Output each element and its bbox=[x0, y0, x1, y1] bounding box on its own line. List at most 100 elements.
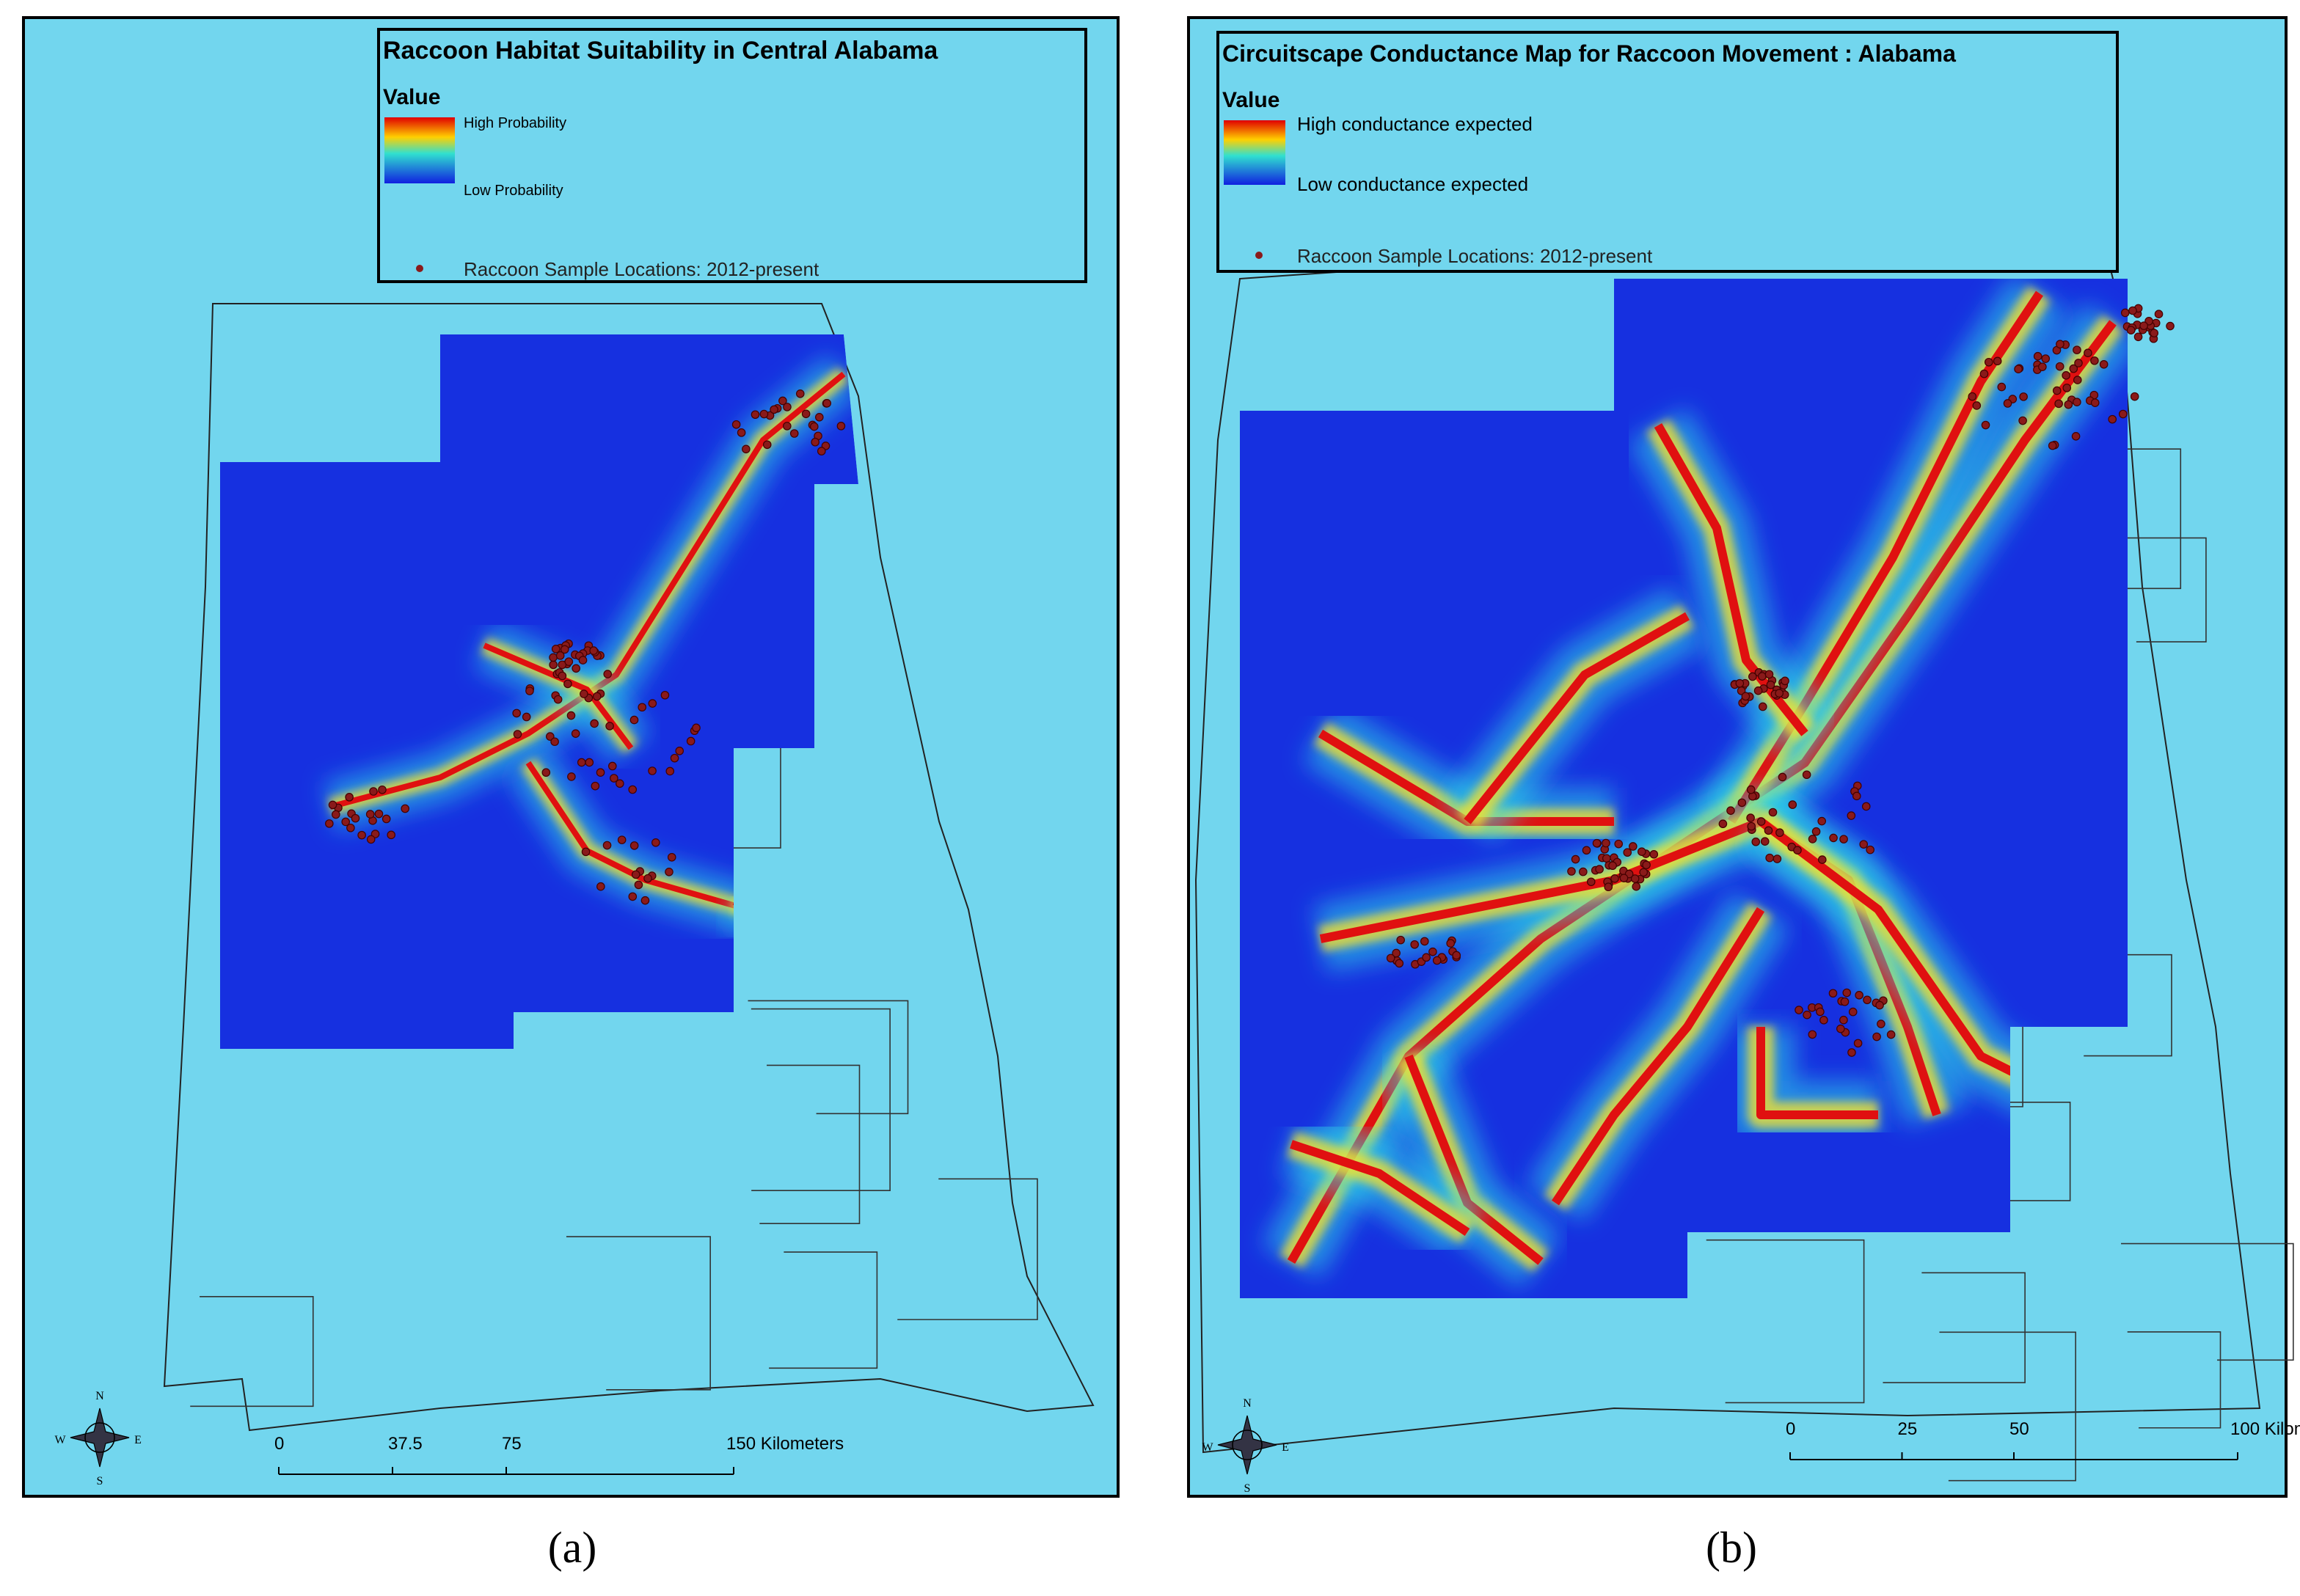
sample-location bbox=[1817, 816, 1827, 826]
sample-location bbox=[1793, 846, 1802, 855]
sample-location bbox=[2055, 362, 2064, 371]
sample-location bbox=[553, 695, 563, 704]
county-boundary bbox=[2054, 537, 2207, 643]
sample-location bbox=[628, 892, 638, 901]
legend: Circuitscape Conductance Map for Raccoon… bbox=[1216, 31, 2119, 273]
sample-location bbox=[822, 398, 832, 408]
sample-location bbox=[374, 809, 384, 819]
sample-location bbox=[1981, 420, 1990, 430]
sample-location bbox=[634, 880, 643, 890]
sample-location bbox=[1803, 1010, 1811, 1020]
county-boundary bbox=[751, 1008, 891, 1192]
sample-location bbox=[817, 447, 826, 455]
legend-title: Circuitscape Conductance Map for Raccoon… bbox=[1222, 40, 1956, 67]
sample-location bbox=[1861, 802, 1871, 811]
sample-location bbox=[549, 653, 558, 662]
sample-location bbox=[1859, 840, 1869, 849]
compass-label: N bbox=[95, 1390, 104, 1402]
legend-points: Raccoon Sample Locations: 2012-present bbox=[464, 258, 819, 280]
sample-location bbox=[1567, 867, 1576, 876]
sample-location bbox=[1875, 1000, 1884, 1010]
compass-label: W bbox=[54, 1434, 66, 1446]
sample-location bbox=[1775, 689, 1784, 698]
sample-location bbox=[1766, 680, 1775, 689]
sample-location bbox=[638, 703, 647, 712]
sample-location bbox=[1595, 865, 1604, 874]
sample-location bbox=[365, 810, 375, 819]
sample-location bbox=[742, 444, 751, 454]
sample-location bbox=[1751, 837, 1761, 846]
legend-ramp bbox=[1224, 120, 1285, 185]
sample-location bbox=[589, 646, 598, 655]
sample-location bbox=[1746, 785, 1756, 794]
sample-location bbox=[2052, 386, 2062, 395]
sample-location bbox=[667, 852, 676, 862]
sample-location bbox=[2048, 441, 2057, 450]
legend-high: High Probability bbox=[464, 115, 566, 131]
sample-location bbox=[1972, 401, 1982, 410]
sample-location bbox=[566, 711, 576, 720]
sample-location bbox=[1410, 940, 1419, 949]
sample-location bbox=[381, 814, 391, 824]
sample-location bbox=[1571, 854, 1580, 864]
sample-location bbox=[2056, 340, 2064, 349]
sample-location bbox=[783, 403, 792, 411]
sample-location bbox=[567, 772, 576, 781]
sample-location bbox=[564, 657, 574, 666]
compass-ring bbox=[84, 1422, 115, 1453]
sample-location bbox=[2073, 345, 2081, 354]
sample-location bbox=[1758, 702, 1767, 711]
sample-location bbox=[617, 835, 627, 844]
sample-location bbox=[2126, 326, 2136, 335]
sample-location bbox=[1602, 854, 1611, 863]
sample-location bbox=[675, 746, 684, 755]
compass-label: E bbox=[1282, 1441, 1289, 1454]
sample-location bbox=[2130, 392, 2139, 401]
sample-location bbox=[1819, 1016, 1828, 1025]
sample-location bbox=[2062, 384, 2072, 392]
scale-label: 50 bbox=[2009, 1419, 2029, 1439]
sample-location bbox=[811, 437, 819, 447]
sample-location bbox=[525, 687, 534, 695]
county-boundary bbox=[2127, 1331, 2221, 1429]
sample-location bbox=[616, 779, 624, 788]
sample-location bbox=[1592, 838, 1602, 848]
sample-location bbox=[357, 830, 366, 840]
sample-location bbox=[1629, 842, 1638, 851]
sample-location bbox=[1637, 847, 1646, 857]
compass-ring bbox=[1232, 1430, 1263, 1460]
sample-location bbox=[2074, 359, 2083, 367]
sample-location bbox=[522, 712, 531, 722]
sample-location bbox=[580, 689, 588, 698]
sample-location bbox=[801, 409, 811, 419]
sample-location bbox=[1877, 1020, 1885, 1028]
sample-location bbox=[1828, 989, 1838, 998]
county-boundary bbox=[1939, 1331, 2076, 1482]
scale-label: 150 Kilometers bbox=[726, 1434, 844, 1454]
sample-location bbox=[1997, 382, 2007, 392]
legend-points: Raccoon Sample Locations: 2012-present bbox=[1297, 245, 1653, 267]
sample-location bbox=[1614, 839, 1624, 849]
sample-location bbox=[605, 722, 614, 731]
core-red bbox=[329, 371, 846, 810]
sample-location bbox=[789, 429, 799, 438]
sample-location bbox=[1639, 868, 1649, 877]
sample-location bbox=[1432, 956, 1442, 965]
sample-location bbox=[1968, 392, 1977, 401]
sample-location bbox=[585, 758, 594, 767]
sample-location bbox=[607, 761, 617, 771]
core-red bbox=[1464, 612, 1690, 824]
sample-location bbox=[555, 651, 565, 660]
sample-location bbox=[1764, 670, 1774, 679]
sample-location bbox=[809, 422, 819, 431]
sample-location bbox=[648, 699, 657, 708]
sample-location bbox=[2128, 306, 2137, 315]
sample-location bbox=[1765, 853, 1774, 863]
sample-location bbox=[1852, 791, 1861, 801]
sample-location bbox=[1781, 676, 1789, 686]
legend-ramp bbox=[384, 117, 455, 183]
sample-location bbox=[1836, 1024, 1845, 1033]
sample-location bbox=[369, 787, 378, 796]
sample-location bbox=[1760, 837, 1770, 846]
